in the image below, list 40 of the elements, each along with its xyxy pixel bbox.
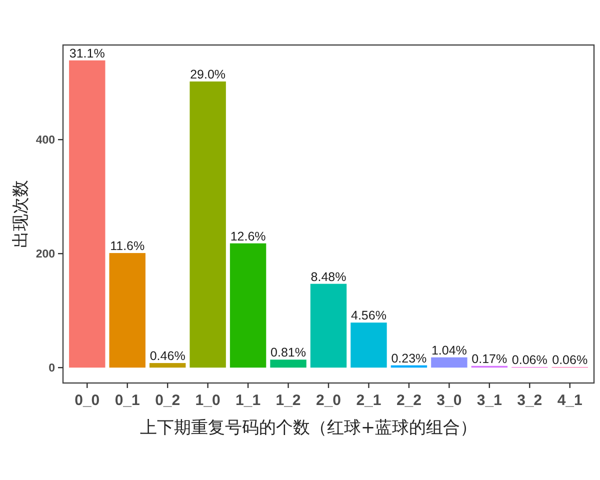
y-axis-title: 出现次数 bbox=[11, 180, 31, 248]
annotation: 4.56% bbox=[351, 308, 386, 323]
annotation: 29.0% bbox=[190, 67, 226, 82]
bar bbox=[270, 360, 306, 368]
x-tick-label: 2_2 bbox=[396, 392, 422, 409]
bar bbox=[149, 363, 186, 368]
x-tick-label: 1_2 bbox=[276, 392, 301, 409]
y-tick-label: 200 bbox=[36, 248, 55, 261]
annotation: 8.48% bbox=[310, 270, 346, 284]
x-tick-label: 0_0 bbox=[74, 392, 100, 409]
annotation: 0.06% bbox=[552, 353, 588, 368]
x-tick-label: 3_2 bbox=[517, 392, 542, 409]
bar bbox=[109, 253, 146, 368]
x-axis-title: 上下期重复号码的个数（红球+蓝球的组合） bbox=[140, 418, 478, 438]
x-tick-label: 0_2 bbox=[155, 392, 180, 409]
y-tick-label: 0 bbox=[48, 362, 55, 375]
annotation: 0.06% bbox=[512, 353, 548, 368]
annotation: 0.81% bbox=[270, 346, 306, 360]
y-tick-label: 400 bbox=[36, 134, 55, 147]
annotation: 11.6% bbox=[110, 239, 145, 254]
bar bbox=[431, 357, 468, 368]
x-tick-label: 3_0 bbox=[436, 392, 462, 409]
annotation: 1.04% bbox=[431, 343, 467, 358]
x-tick-label: 3_1 bbox=[476, 392, 502, 409]
bar bbox=[350, 322, 387, 368]
x-tick-label: 2_0 bbox=[316, 392, 342, 409]
annotation: 0.46% bbox=[150, 349, 186, 364]
bar bbox=[69, 60, 106, 368]
x-tick-label: 0_1 bbox=[114, 392, 140, 409]
annotation: 0.17% bbox=[472, 352, 508, 366]
x-tick-label: 1_1 bbox=[236, 392, 261, 409]
x-tick-label: 2_1 bbox=[356, 392, 382, 409]
annotation: 12.6% bbox=[230, 229, 266, 244]
bar bbox=[230, 243, 266, 368]
annotation: 31.1% bbox=[69, 46, 105, 60]
annotation: 0.23% bbox=[391, 351, 427, 366]
x-tick-label: 4_1 bbox=[557, 392, 582, 409]
bar bbox=[190, 81, 226, 368]
bar bbox=[310, 284, 347, 368]
x-tick-label: 1_0 bbox=[195, 392, 220, 409]
